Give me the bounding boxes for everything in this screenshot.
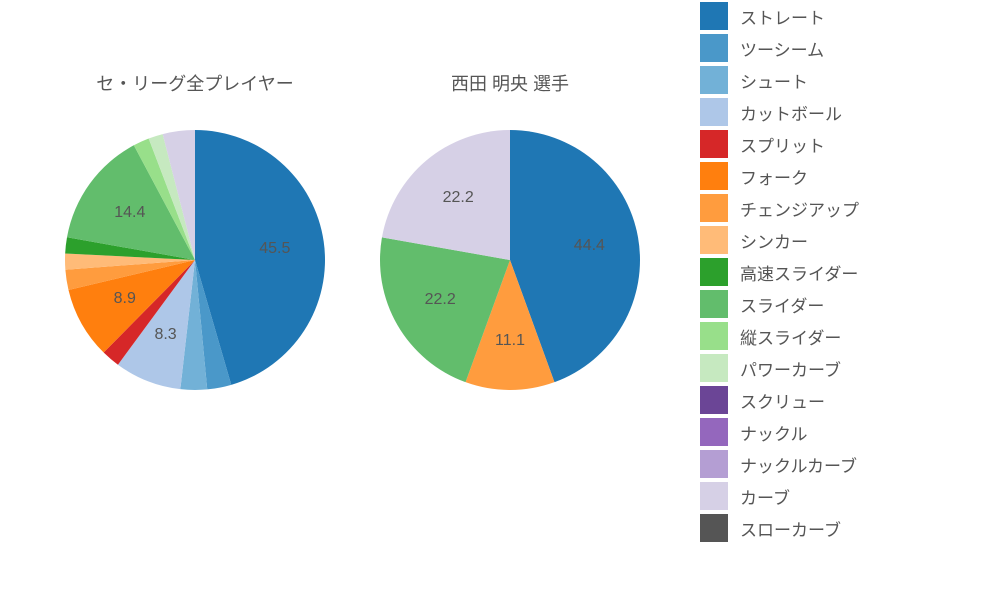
legend-item: チェンジアップ <box>700 192 859 224</box>
legend-item: スローカーブ <box>700 512 859 544</box>
pie-value-label: 14.4 <box>114 204 145 222</box>
pie-slice <box>149 134 195 260</box>
pie-value-label: 8.3 <box>154 326 176 344</box>
legend-swatch <box>700 226 728 254</box>
legend-swatch <box>700 34 728 62</box>
legend-label: シンカー <box>740 228 808 253</box>
legend-swatch <box>700 98 728 126</box>
legend-label: シュート <box>740 68 808 93</box>
pie-slice <box>380 237 510 382</box>
legend-label: カーブ <box>740 484 790 509</box>
legend-label: ストレート <box>740 4 825 29</box>
legend-swatch <box>700 194 728 222</box>
legend-swatch <box>700 418 728 446</box>
pie-value-label: 45.5 <box>259 240 290 258</box>
legend-label: 高速スライダー <box>740 260 858 285</box>
legend: ストレートツーシームシュートカットボールスプリットフォークチェンジアップシンカー… <box>700 0 859 544</box>
legend-swatch <box>700 130 728 158</box>
legend-item: シンカー <box>700 224 859 256</box>
pie-slice <box>134 139 195 260</box>
legend-item: 高速スライダー <box>700 256 859 288</box>
legend-item: スライダー <box>700 288 859 320</box>
pie-slice <box>510 130 640 382</box>
legend-swatch <box>700 386 728 414</box>
pie-value-label: 22.2 <box>425 291 456 309</box>
pie-slice <box>195 260 231 389</box>
legend-swatch <box>700 66 728 94</box>
legend-swatch <box>700 514 728 542</box>
pie-slice <box>118 260 195 389</box>
legend-item: カーブ <box>700 480 859 512</box>
legend-swatch <box>700 2 728 30</box>
legend-label: カットボール <box>740 100 842 125</box>
legend-label: ツーシーム <box>740 36 824 61</box>
pie-value-label: 22.2 <box>443 189 474 207</box>
legend-swatch <box>700 354 728 382</box>
legend-item: パワーカーブ <box>700 352 859 384</box>
chart-stage: セ・リーグ全プレイヤー 45.5 8.3 8.9 14.4 西田 明央 選手 44.4 11.… <box>0 0 1000 600</box>
pie-value-label: 8.9 <box>114 290 136 308</box>
legend-swatch <box>700 290 728 318</box>
pie-slice <box>65 237 195 260</box>
pie-slice <box>180 260 207 390</box>
legend-item: 縦スライダー <box>700 320 859 352</box>
pie-value-label: 11.1 <box>495 332 525 350</box>
chart-title-player: 西田 明央 選手 <box>360 70 660 96</box>
legend-item: スプリット <box>700 128 859 160</box>
legend-item: ナックルカーブ <box>700 448 859 480</box>
legend-swatch <box>700 450 728 478</box>
legend-label: スローカーブ <box>740 516 841 541</box>
pie-slice <box>65 253 195 269</box>
legend-label: パワーカーブ <box>740 356 841 381</box>
legend-label: 縦スライダー <box>740 324 841 349</box>
pie-slice <box>104 260 195 365</box>
legend-swatch <box>700 162 728 190</box>
legend-item: ストレート <box>700 0 859 32</box>
legend-swatch <box>700 258 728 286</box>
pie-value-label: 44.4 <box>574 237 605 255</box>
chart-title-league: セ・リーグ全プレイヤー <box>45 70 345 96</box>
legend-label: ナックルカーブ <box>740 452 857 477</box>
legend-swatch <box>700 322 728 350</box>
legend-label: フォーク <box>740 164 808 189</box>
legend-label: スクリュー <box>740 388 825 413</box>
legend-item: シュート <box>700 64 859 96</box>
legend-label: チェンジアップ <box>740 196 859 221</box>
legend-label: スプリット <box>740 132 825 157</box>
legend-label: スライダー <box>740 292 824 317</box>
legend-item: スクリュー <box>700 384 859 416</box>
legend-swatch <box>700 482 728 510</box>
legend-label: ナックル <box>740 420 808 445</box>
legend-item: ツーシーム <box>700 32 859 64</box>
legend-item: ナックル <box>700 416 859 448</box>
pie-slice <box>163 130 195 260</box>
legend-item: カットボール <box>700 96 859 128</box>
legend-item: フォーク <box>700 160 859 192</box>
pie-slice <box>466 260 555 390</box>
pie-slice <box>65 260 195 290</box>
